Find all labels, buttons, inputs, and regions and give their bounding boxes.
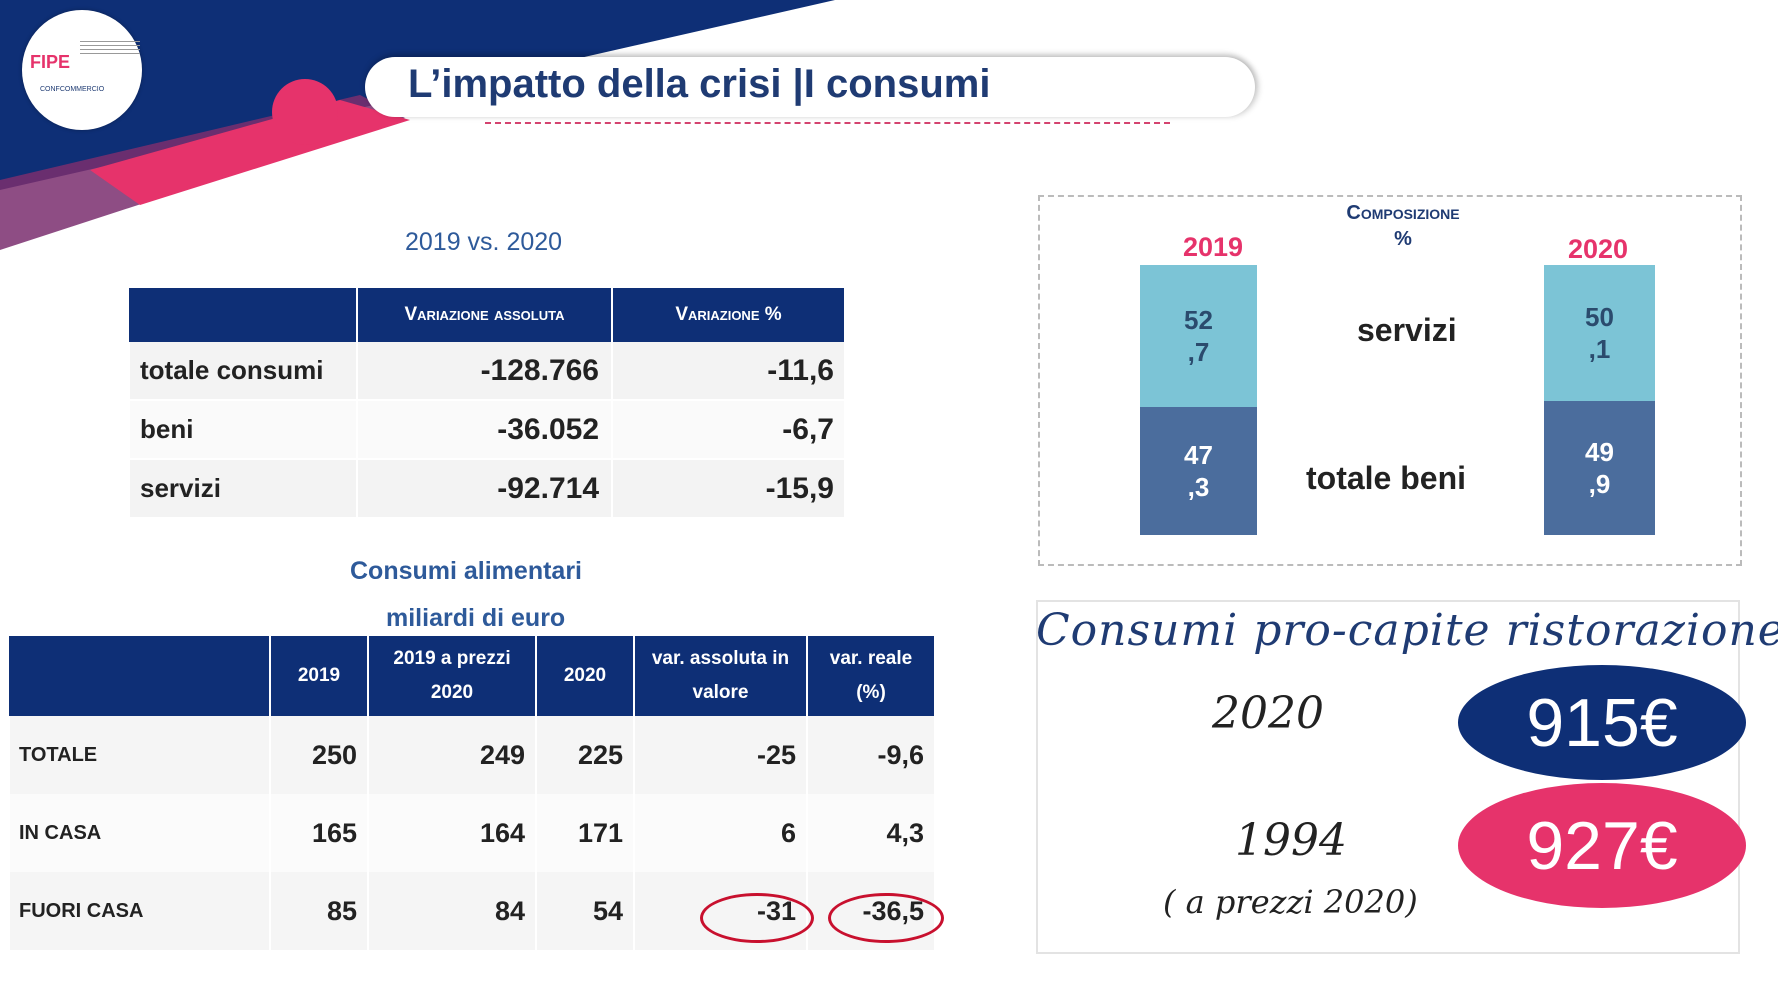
highlight-circle-var-abs [700, 893, 814, 943]
table-header-cell [9, 636, 270, 716]
fipe-logo: FIPE CONFCOMMERCIO [22, 10, 142, 130]
row-label: totale consumi [128, 342, 357, 401]
value-2019: 85 [269, 872, 368, 950]
pct-variation: -6,7 [611, 400, 844, 460]
year-2020-label: 2020 [1568, 234, 1629, 264]
table-header-cell: Variazione assoluta [356, 288, 612, 342]
var-real: -9,6 [806, 716, 934, 794]
servizi-label: servizi [1357, 312, 1457, 348]
procapite-year-1994: 1994 [1235, 815, 1347, 866]
pct-variation: -11,6 [611, 342, 844, 401]
value-2020: 171 [535, 794, 634, 872]
table-header-cell [129, 288, 357, 342]
bar-2019-beni: 47 ,3 [1140, 407, 1257, 535]
table-row: beni -36.052 -6,7 [128, 400, 844, 460]
page-title: L’impatto della crisi |I consumi [408, 62, 991, 106]
var-absolute: -25 [633, 716, 807, 794]
composition-box [1038, 195, 1742, 566]
year-2019-label: 2019 [1183, 232, 1244, 262]
row-label: FUORI CASA [8, 872, 270, 950]
composition-title: Composizione % [1258, 200, 1548, 252]
table-header-cell: var. assoluta in valore [633, 636, 807, 716]
value-2019-prices-2020: 164 [367, 794, 536, 872]
logo-fipe-text: FIPE [30, 52, 71, 72]
logo-lines [80, 38, 140, 57]
logo-confcommercio-text: CONFCOMMERCIO [40, 86, 105, 93]
procapite-value-1994: 927€ [1458, 783, 1746, 908]
procapite-year-2020: 2020 [1212, 688, 1324, 739]
value-2019: 250 [269, 716, 368, 794]
table-header-cell: 2020 [535, 636, 634, 716]
value-2019: 165 [269, 794, 368, 872]
value-2019-prices-2020: 249 [367, 716, 536, 794]
title-underline [485, 122, 1170, 124]
highlight-circle-var-real [828, 893, 944, 943]
table2-subtitle: Consumi alimentari [350, 557, 582, 585]
procapite-title: Consumi pro-capite ristorazione [1036, 605, 1778, 656]
value-2020: 54 [535, 872, 634, 950]
var-absolute: 6 [633, 794, 807, 872]
table-header-row: Variazione assoluta Variazione % [129, 288, 844, 342]
bar-2020-servizi: 50 ,1 [1544, 265, 1655, 401]
row-label: IN CASA [8, 794, 270, 872]
procapite-note: ( a prezzi 2020) [1163, 883, 1418, 921]
value-2020: 225 [535, 716, 634, 794]
abs-variation: -36.052 [356, 400, 612, 460]
abs-variation: -92.714 [356, 459, 612, 519]
title-pill [365, 57, 1255, 117]
table-row: TOTALE 250 249 225 -25 -9,6 [8, 716, 934, 794]
table-header-cell: 2019 [269, 636, 368, 716]
row-label: TOTALE [8, 716, 270, 794]
table1-subtitle: 2019 vs. 2020 [405, 228, 563, 256]
composition-title-line1: Composizione [1346, 202, 1460, 224]
table-header-cell: Variazione % [611, 288, 844, 342]
table-row: servizi -92.714 -15,9 [128, 459, 844, 519]
procapite-value-2020: 915€ [1458, 665, 1746, 780]
food-consumption-table: 2019 2019 a prezzi 2020 2020 var. assolu… [8, 636, 934, 950]
procapite-box [1036, 600, 1740, 954]
value-2019-prices-2020: 84 [367, 872, 536, 950]
table-header-cell: var. reale (%) [806, 636, 934, 716]
variation-table: Variazione assoluta Variazione % totale … [128, 288, 844, 519]
table-header-row: 2019 2019 a prezzi 2020 2020 var. assolu… [9, 636, 934, 716]
bar-2019-servizi: 52 ,7 [1140, 265, 1257, 407]
bar-2020-beni: 49 ,9 [1544, 401, 1655, 535]
composition-title-line2: % [1394, 228, 1412, 250]
table-header-cell: 2019 a prezzi 2020 [367, 636, 536, 716]
abs-variation: -128.766 [356, 342, 612, 401]
row-label: beni [128, 400, 357, 460]
totale-beni-label: totale beni [1306, 460, 1467, 496]
pct-variation: -15,9 [611, 459, 844, 519]
row-label: servizi [128, 459, 357, 519]
table2-unit: miliardi di euro [386, 604, 566, 632]
table-row: IN CASA 165 164 171 6 4,3 [8, 794, 934, 872]
var-real: 4,3 [806, 794, 934, 872]
table-row: totale consumi -128.766 -11,6 [128, 342, 844, 401]
